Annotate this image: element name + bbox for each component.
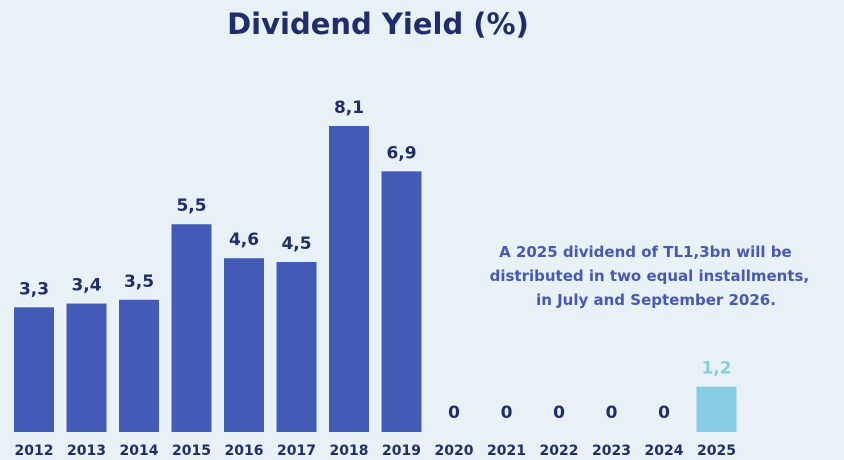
tick-label-2025: 2025 xyxy=(697,443,736,459)
bar-2016 xyxy=(224,258,264,432)
value-label-2023: 0 xyxy=(606,403,618,423)
bar-2013 xyxy=(66,303,107,432)
value-label-2012: 3,3 xyxy=(19,279,49,299)
bar-2014 xyxy=(119,299,159,432)
value-label-2024: 0 xyxy=(658,403,670,423)
tick-label-2015: 2015 xyxy=(172,443,211,459)
bars-group xyxy=(14,126,737,433)
tick-label-2023: 2023 xyxy=(592,443,631,459)
tick-label-2018: 2018 xyxy=(330,443,369,459)
bar-2017 xyxy=(276,262,317,432)
tick-label-2014: 2014 xyxy=(120,443,159,459)
value-labels-group: 3,3 3,4 3,5 5,5 4,6 4,5 8,1 6,9 0 0 0 0 0 1,2 xyxy=(19,98,732,423)
value-label-2020: 0 xyxy=(448,403,460,423)
value-label-2017: 4,5 xyxy=(281,234,311,254)
value-label-2016: 4,6 xyxy=(229,230,259,250)
tick-label-2016: 2016 xyxy=(225,443,264,459)
tick-label-2022: 2022 xyxy=(540,443,579,459)
tick-label-2019: 2019 xyxy=(382,443,421,459)
value-label-2022: 0 xyxy=(553,403,565,423)
tick-label-2012: 2012 xyxy=(15,443,54,459)
annotation-line-3: in July and September 2026. xyxy=(536,291,776,309)
value-label-2015: 5,5 xyxy=(176,196,206,216)
bar-2015 xyxy=(171,224,212,432)
tick-label-2020: 2020 xyxy=(435,443,474,459)
tick-label-2017: 2017 xyxy=(277,443,316,459)
annotation-line-2: distributed in two equal installments, xyxy=(490,267,810,285)
value-label-2019: 6,9 xyxy=(386,143,416,163)
value-label-2013: 3,4 xyxy=(71,276,101,296)
bar-2018 xyxy=(329,126,369,432)
value-label-2018: 8,1 xyxy=(334,98,364,118)
bar-2025 xyxy=(696,386,737,432)
bar-2019 xyxy=(381,171,422,433)
tick-label-2024: 2024 xyxy=(645,443,684,459)
value-label-2021: 0 xyxy=(501,403,513,423)
value-label-2014: 3,5 xyxy=(124,272,154,292)
bar-2012 xyxy=(14,307,54,432)
annotation-line-1: A 2025 dividend of TL1,3bn will be xyxy=(499,243,792,261)
tick-label-2021: 2021 xyxy=(487,443,526,459)
chart-title: Dividend Yield (%) xyxy=(227,7,529,41)
value-label-2025: 1,2 xyxy=(701,359,731,379)
x-axis-tick-labels: 2012 2013 2014 2015 2016 2017 2018 2019 2020 2021… xyxy=(15,443,736,459)
tick-label-2013: 2013 xyxy=(67,443,106,459)
annotation-text: A 2025 dividend of TL1,3bn will be distr… xyxy=(490,243,815,309)
